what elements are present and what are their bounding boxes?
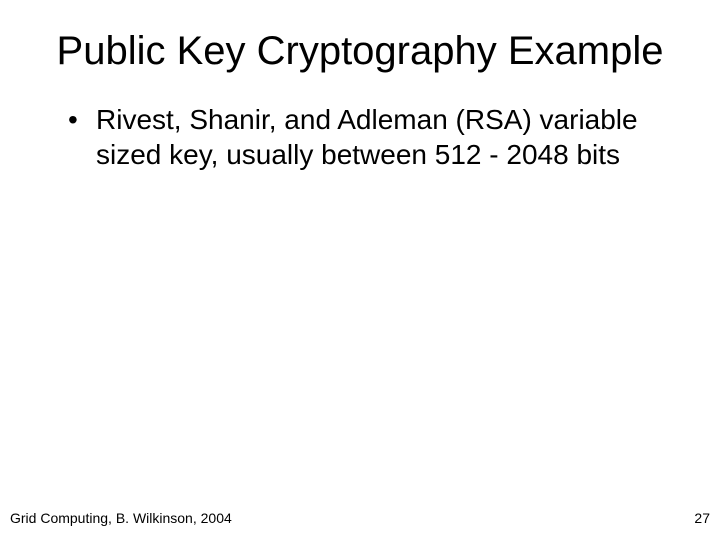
slide: Public Key Cryptography Example Rivest, … (0, 0, 720, 540)
bullet-list: Rivest, Shanir, and Adleman (RSA) variab… (48, 102, 672, 172)
list-item: Rivest, Shanir, and Adleman (RSA) variab… (68, 102, 672, 172)
footer-citation: Grid Computing, B. Wilkinson, 2004 (10, 510, 232, 526)
slide-title: Public Key Cryptography Example (48, 28, 672, 74)
page-number: 27 (694, 510, 710, 526)
